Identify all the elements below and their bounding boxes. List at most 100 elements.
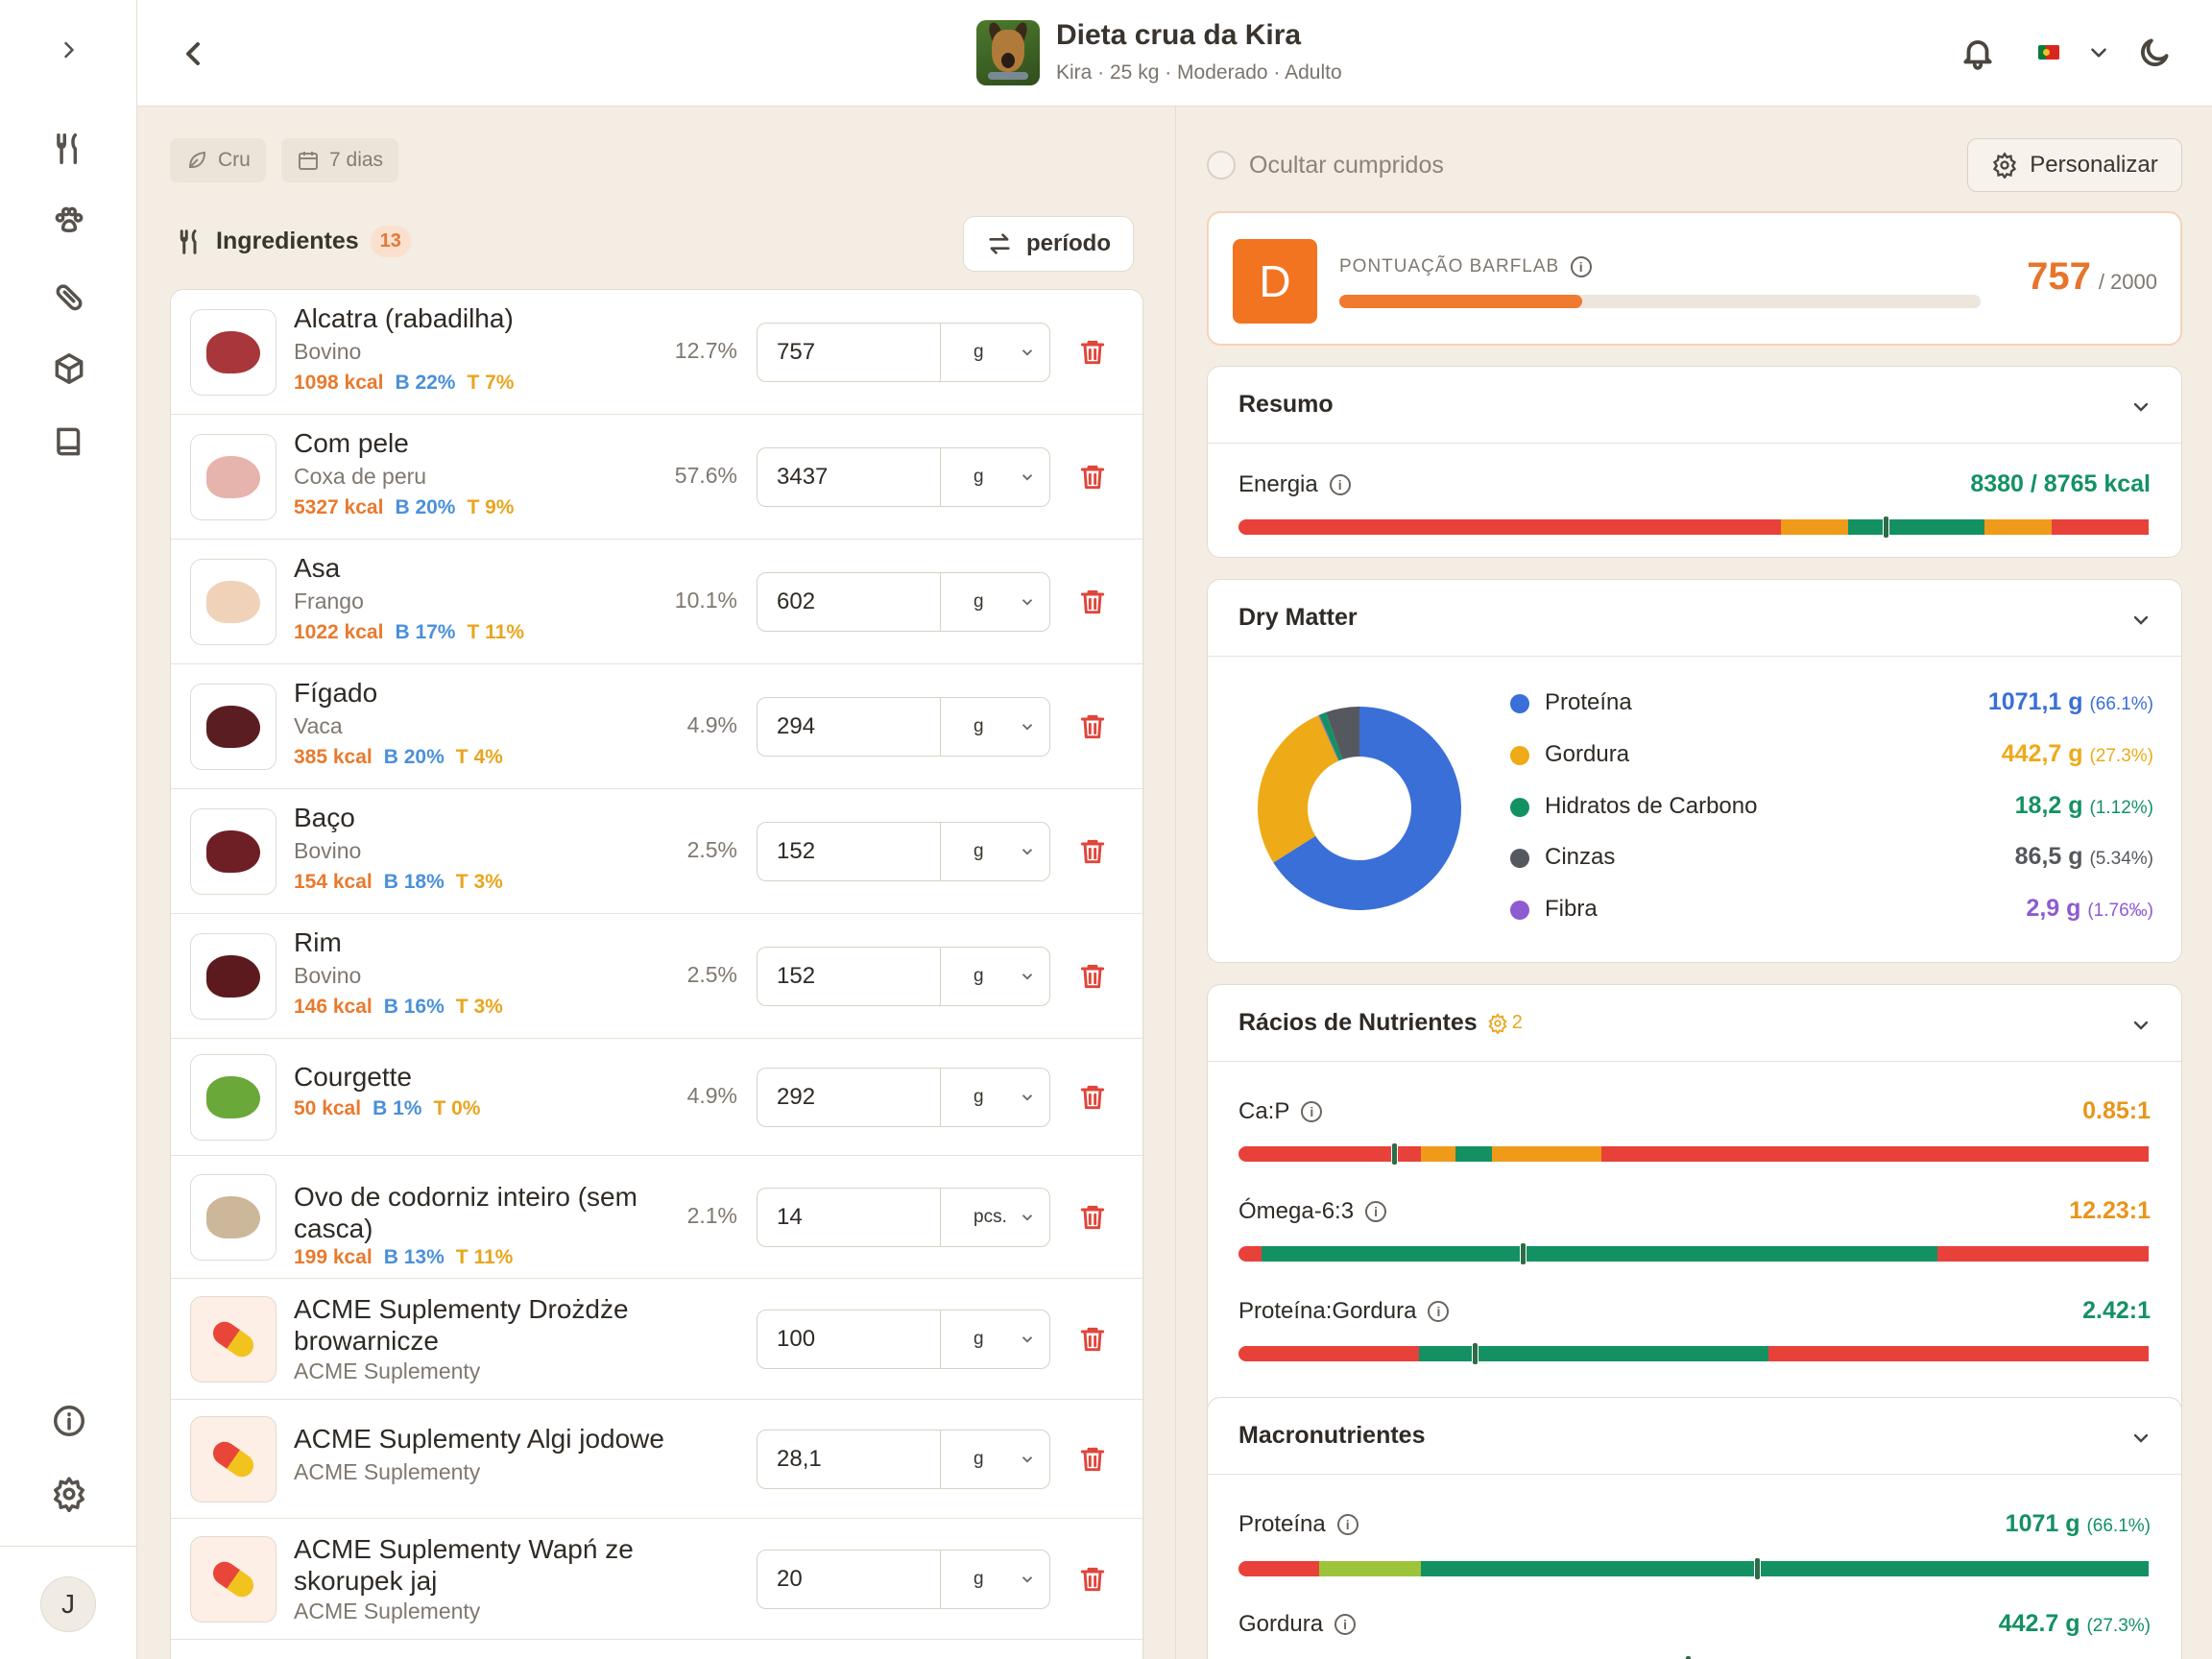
ingredient-row[interactable]: Fígado Vaca 385 kcal B 20% T 4% 4.9% 294 g xyxy=(171,664,1142,789)
ingredient-row[interactable]: ACME Suplementy Drożdże browarnicze ACME … xyxy=(171,1279,1142,1400)
dry-matter-header[interactable]: Dry Matter xyxy=(1208,580,2181,657)
quantity-input[interactable]: 20 xyxy=(757,1551,941,1608)
customize-button[interactable]: Personalizar xyxy=(1967,138,2182,192)
chevron-down-icon[interactable] xyxy=(2129,1014,2152,1037)
hide-completed-toggle[interactable]: Ocultar cumpridos xyxy=(1207,151,1444,180)
ingredient-thumbnail xyxy=(190,1296,276,1382)
supplement-pill-icon xyxy=(208,1436,258,1482)
unit-select[interactable]: g xyxy=(941,573,1049,631)
ingredient-row[interactable]: Alcatra (rabadilha) Bovino 1098 kcal B 22… xyxy=(171,290,1142,415)
pill-icon[interactable] xyxy=(42,270,96,324)
delete-ingredient-button[interactable] xyxy=(1077,1444,1108,1475)
ingredient-image xyxy=(206,955,260,998)
gear-icon[interactable] xyxy=(42,1467,96,1521)
macro-protein-value-wrap: 1071 g (66.1%) xyxy=(2006,1510,2151,1538)
energy-label-wrap: Energia i xyxy=(1238,471,1351,498)
chip-cru[interactable]: Cru xyxy=(170,138,266,182)
ratio-omega-bar xyxy=(1238,1241,2149,1266)
delete-ingredient-button[interactable] xyxy=(1077,1324,1108,1355)
quantity-input[interactable]: 3437 xyxy=(757,448,941,506)
unit-select[interactable]: g xyxy=(941,1431,1049,1488)
delete-ingredient-button[interactable] xyxy=(1077,462,1108,493)
unit-select[interactable]: pcs. xyxy=(941,1189,1049,1246)
language-flag-icon[interactable] xyxy=(2038,45,2059,60)
ingredient-row[interactable]: ACME Suplementy Algi jodowe ACME Suplemen… xyxy=(171,1400,1142,1519)
delete-ingredient-button[interactable] xyxy=(1077,337,1108,368)
quantity-input[interactable]: 292 xyxy=(757,1069,941,1126)
unit-select[interactable]: g xyxy=(941,1310,1049,1368)
ingredient-row[interactable]: ACME Suplementy Wapń ze skorupek jaj ACME… xyxy=(171,1519,1142,1640)
delete-ingredient-button[interactable] xyxy=(1077,587,1108,617)
ingredient-row[interactable]: Com pele Coxa de peru 5327 kcal B 20% T 9… xyxy=(171,415,1142,540)
legend-pct: (5.34%) xyxy=(2089,849,2153,869)
quantity-input[interactable]: 294 xyxy=(757,698,941,756)
bell-icon[interactable] xyxy=(1960,35,1996,71)
quantity-input[interactable]: 14 xyxy=(757,1189,941,1246)
quantity-input[interactable]: 100 xyxy=(757,1310,941,1368)
chevron-down-icon xyxy=(1022,1094,1033,1101)
unit-select[interactable]: g xyxy=(941,1069,1049,1126)
legend-value-wrap: 18,2 g (1.12%) xyxy=(2015,792,2153,820)
ingredient-row[interactable]: Courgette 50 kcal B 1% T 0% 4.9% 292 g xyxy=(171,1039,1142,1156)
chevron-down-icon[interactable] xyxy=(2129,1427,2152,1450)
unit-select[interactable]: g xyxy=(941,324,1049,381)
unit-select[interactable]: g xyxy=(941,698,1049,756)
summary-header[interactable]: Resumo xyxy=(1208,367,2181,444)
avatar[interactable]: J xyxy=(40,1576,96,1632)
unit-select[interactable]: g xyxy=(941,1551,1049,1608)
ingredient-percentage: 57.6% xyxy=(674,463,737,488)
macronutrients-header[interactable]: Macronutrientes xyxy=(1208,1398,2181,1475)
chevron-right-icon[interactable] xyxy=(42,23,96,77)
unit-select[interactable]: g xyxy=(941,948,1049,1005)
hide-completed-radio[interactable] xyxy=(1207,151,1236,180)
utensils-icon[interactable] xyxy=(42,122,96,176)
paw-icon[interactable] xyxy=(42,194,96,248)
info-icon[interactable]: i xyxy=(1428,1301,1450,1322)
ingredients-panel: Cru 7 dias Ingredientes 13 período Alcat… xyxy=(137,107,1174,1659)
unit-select[interactable]: g xyxy=(941,448,1049,506)
quantity-input[interactable]: 602 xyxy=(757,573,941,631)
ingredient-protein: B 13% xyxy=(383,1246,445,1268)
info-icon[interactable]: i xyxy=(1571,256,1593,277)
info-icon[interactable]: i xyxy=(1334,1614,1357,1635)
delete-ingredient-button[interactable] xyxy=(1077,836,1108,867)
ingredient-fat: T 7% xyxy=(467,372,515,394)
ingredient-row[interactable]: Baço Bovino 154 kcal B 18% T 3% 2.5% 152 g xyxy=(171,789,1142,914)
info-icon[interactable]: i xyxy=(1301,1101,1323,1122)
moon-icon[interactable] xyxy=(2136,35,2173,71)
ratios-header[interactable]: Rácios de Nutrientes 2 xyxy=(1208,985,2181,1062)
period-button[interactable]: período xyxy=(963,216,1134,272)
macro-fat-value: 442.7 g xyxy=(1998,1610,2080,1637)
back-arrow-icon[interactable] xyxy=(174,35,212,73)
box-icon[interactable] xyxy=(42,342,96,396)
chevron-down-icon[interactable] xyxy=(2129,396,2152,419)
chevron-down-icon[interactable] xyxy=(2086,40,2111,65)
ingredient-percentage: 4.9% xyxy=(686,712,737,737)
delete-ingredient-button[interactable] xyxy=(1077,961,1108,992)
delete-ingredient-button[interactable] xyxy=(1077,711,1108,742)
info-icon[interactable]: i xyxy=(1365,1201,1387,1222)
ingredient-row[interactable]: Ovo de codorniz inteiro (sem casca) 199 … xyxy=(171,1156,1142,1279)
delete-ingredient-button[interactable] xyxy=(1077,1202,1108,1233)
donut-slice-proteína xyxy=(1273,707,1461,910)
quantity-input[interactable]: 152 xyxy=(757,948,941,1005)
ingredient-row[interactable]: Rim Bovino 146 kcal B 16% T 3% 2.5% 152 g xyxy=(171,914,1142,1039)
chevron-down-icon[interactable] xyxy=(2129,609,2152,632)
book-icon[interactable] xyxy=(42,415,96,469)
chip-days[interactable]: 7 dias xyxy=(281,138,399,182)
info-icon[interactable]: i xyxy=(1336,1514,1358,1535)
quantity-input[interactable]: 757 xyxy=(757,324,941,381)
delete-ingredient-button[interactable] xyxy=(1077,1082,1108,1113)
macronutrients-card: Macronutrientes Proteína i 1071 g (66.1%)… xyxy=(1207,1397,2182,1659)
donut-slice-cinzas xyxy=(1326,707,1359,760)
ingredient-row[interactable]: Asa Frango 1022 kcal B 17% T 11% 10.1% 602… xyxy=(171,540,1142,664)
unit-select[interactable]: g xyxy=(941,823,1049,880)
quantity-input[interactable]: 28,1 xyxy=(757,1431,941,1488)
delete-ingredient-button[interactable] xyxy=(1077,1564,1108,1595)
quantity-input[interactable]: 152 xyxy=(757,823,941,880)
unit-value: g xyxy=(974,591,984,612)
info-icon[interactable] xyxy=(42,1394,96,1448)
legend-item: Cinzas 86,5 g (5.34%) xyxy=(1510,840,2153,878)
info-icon[interactable]: i xyxy=(1329,474,1351,495)
ingredient-protein: B 20% xyxy=(395,496,456,518)
